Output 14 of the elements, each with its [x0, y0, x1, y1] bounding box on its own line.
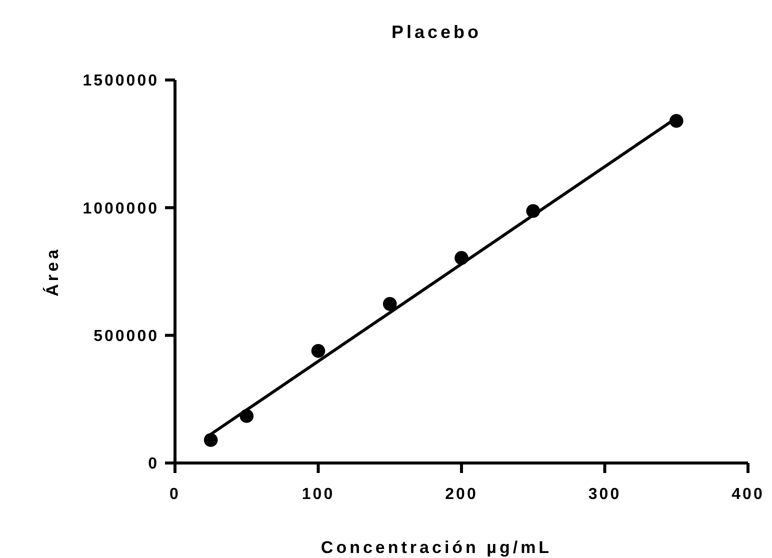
y-tick-label: 0 — [148, 456, 159, 473]
chart-title: Placebo — [391, 22, 482, 42]
x-tick-label: 100 — [302, 486, 335, 503]
x-tick-label: 200 — [445, 486, 478, 503]
x-tick-label: 0 — [170, 486, 180, 503]
y-axis-title: Área — [42, 246, 62, 296]
x-axis-title: Concentración µg/mL — [320, 538, 552, 557]
y-tick-label: 1500000 — [82, 72, 159, 90]
point — [311, 344, 326, 358]
x-tick-label: 400 — [732, 486, 764, 503]
y-tick-label: 500000 — [94, 328, 159, 345]
y-tick-label: 1000000 — [82, 200, 159, 218]
point — [382, 297, 397, 311]
x-tick-label: 300 — [588, 486, 622, 503]
